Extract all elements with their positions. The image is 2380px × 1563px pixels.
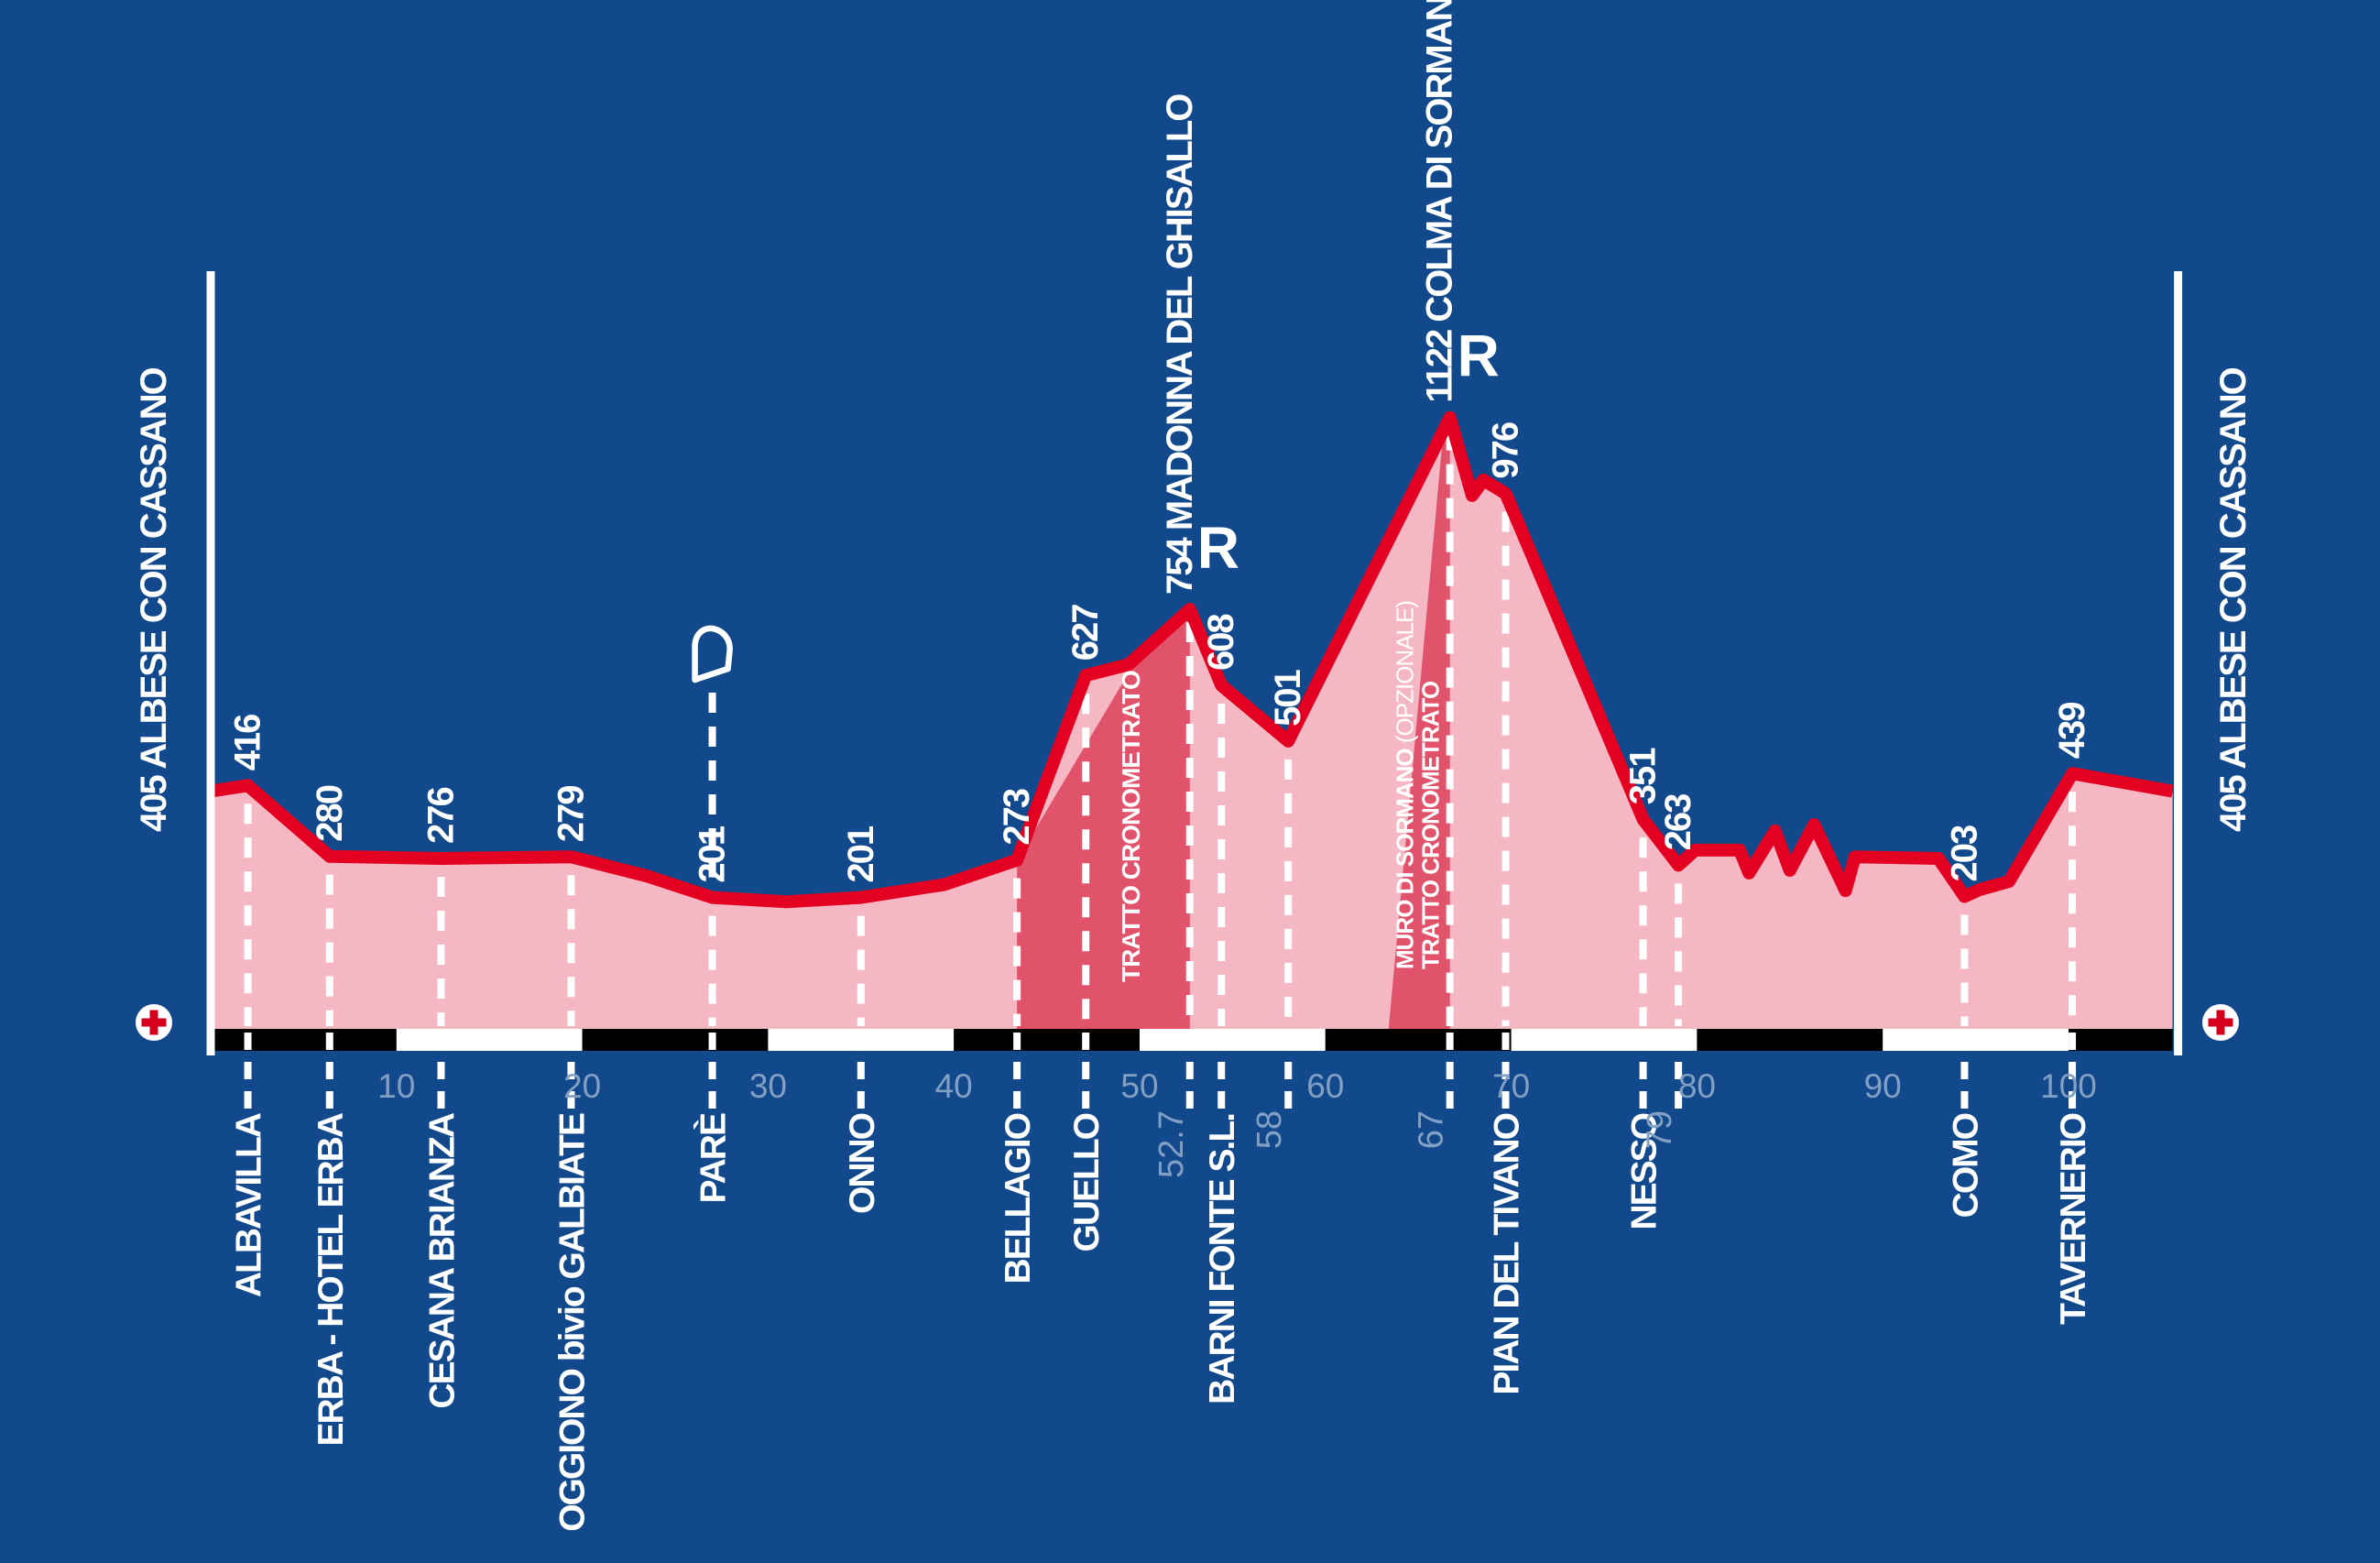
distance-axis-segment	[582, 1029, 769, 1051]
distance-axis-segment	[1883, 1029, 2069, 1051]
elevation-area	[211, 417, 2173, 1030]
finish-terminal-label: 405 ALBESE CON CASSANO	[2213, 367, 2254, 832]
waypoint-km-label: 79	[1641, 1110, 1679, 1149]
axis-tick-label: 50	[1120, 1067, 1158, 1105]
red-cross-icon	[2202, 1004, 2239, 1041]
waypoint-elevation-label: 501	[1268, 669, 1308, 726]
axis-tick-label: 30	[749, 1067, 787, 1105]
waypoint-elevation-label: 608	[1201, 614, 1241, 671]
timed-section-label: TRATTO CRONOMETRATO	[1117, 671, 1145, 982]
axis-tick-label: 70	[1492, 1067, 1530, 1105]
distance-axis-segment	[1697, 1029, 1883, 1051]
waypoint-name-label: GUELLO	[1067, 1113, 1107, 1251]
waypoint-km-label: 52.7	[1152, 1110, 1191, 1178]
distance-axis-segment	[1140, 1029, 1326, 1051]
waypoint-elevation-label: 276	[420, 787, 461, 843]
waypoint-elevation-label: 351	[1623, 748, 1664, 804]
waypoint-km-label: 67	[1413, 1110, 1451, 1149]
waypoint-name-label: ERBA - HOTEL ERBA	[311, 1112, 351, 1446]
distance-axis-segment	[1511, 1029, 1698, 1051]
flag-icon	[692, 625, 733, 683]
summit-label: 754 MADONNA DEL GHISALLO	[1160, 94, 1200, 595]
waypoint-elevation-label: 416	[228, 715, 268, 771]
waypoint-name-label: ONNO	[843, 1113, 882, 1214]
waypoint-name-label: CESANA BRIANZA	[422, 1112, 462, 1408]
axis-tick-label: 40	[935, 1067, 973, 1105]
red-cross-bar-v	[2216, 1010, 2225, 1035]
waypoint-elevation-label: 273	[997, 789, 1037, 845]
start-terminal-label: 405 ALBESE CON CASSANO	[134, 367, 174, 832]
waypoint-name-label: PIAN DEL TIVANO	[1488, 1113, 1527, 1394]
waypoint-km-label: 58	[1250, 1110, 1289, 1149]
waypoint-elevation-label: 263	[1658, 794, 1698, 850]
axis-tick-label: 60	[1306, 1067, 1344, 1105]
waypoint-name-label: PARÈ	[693, 1113, 734, 1203]
finish-line-marker	[2174, 271, 2183, 1055]
profile-line	[209, 410, 2174, 909]
summit-badge: R	[1197, 515, 1239, 581]
distance-axis-segment	[2069, 1029, 2173, 1051]
distance-axis-segment	[1325, 1029, 1512, 1051]
waypoint-elevation-label: 280	[310, 785, 350, 841]
waypoint-elevation-label: 201	[841, 825, 881, 882]
waypoint-elevation-label: 439	[2052, 703, 2092, 759]
timed-section-band	[1388, 417, 1450, 1030]
distance-axis-segment	[954, 1029, 1140, 1051]
waypoint-name-label: COMO	[1946, 1113, 1985, 1218]
axis-tick-label: 10	[377, 1067, 415, 1105]
axis-tick-label: 90	[1864, 1067, 1902, 1105]
red-cross-bar-v	[149, 1010, 158, 1035]
timed-section-label: TRATTO CRONOMETRATO	[1417, 681, 1445, 969]
waypoint-name-label: NESSO	[1625, 1113, 1665, 1230]
waypoint-elevation-label: 279	[551, 786, 591, 842]
timed-section-band	[1017, 609, 1190, 1029]
waypoint-name-label: ALBAVILLA	[230, 1112, 269, 1297]
distance-axis-segment	[211, 1029, 397, 1051]
waypoint-name-label: BARNI FONTE S.L.	[1203, 1114, 1242, 1405]
axis-tick-label: 20	[563, 1067, 601, 1105]
distance-axis-segment	[396, 1029, 583, 1051]
axis-tick-label: 80	[1678, 1067, 1716, 1105]
timed-section-label: MURO DI SORMANO (OPZIONALE)	[1392, 601, 1419, 969]
waypoint-name-label: TAVERNERIO	[2054, 1113, 2093, 1325]
waypoint-name-label: BELLAGIO	[999, 1113, 1038, 1284]
summit-badge: R	[1457, 323, 1500, 389]
waypoint-elevation-label: 203	[1944, 825, 1984, 881]
axis-tick-label: 100	[2040, 1067, 2097, 1105]
waypoint-name-label: OGGIONO bivio GALBIATE	[552, 1113, 592, 1532]
waypoint-elevation-label: 627	[1065, 605, 1106, 661]
red-cross-icon	[136, 1004, 172, 1041]
summit-label: 1122 COLMA DI SORMANO	[1420, 0, 1460, 403]
start-line-marker	[206, 271, 215, 1055]
waypoint-elevation-label: 976	[1486, 422, 1526, 478]
